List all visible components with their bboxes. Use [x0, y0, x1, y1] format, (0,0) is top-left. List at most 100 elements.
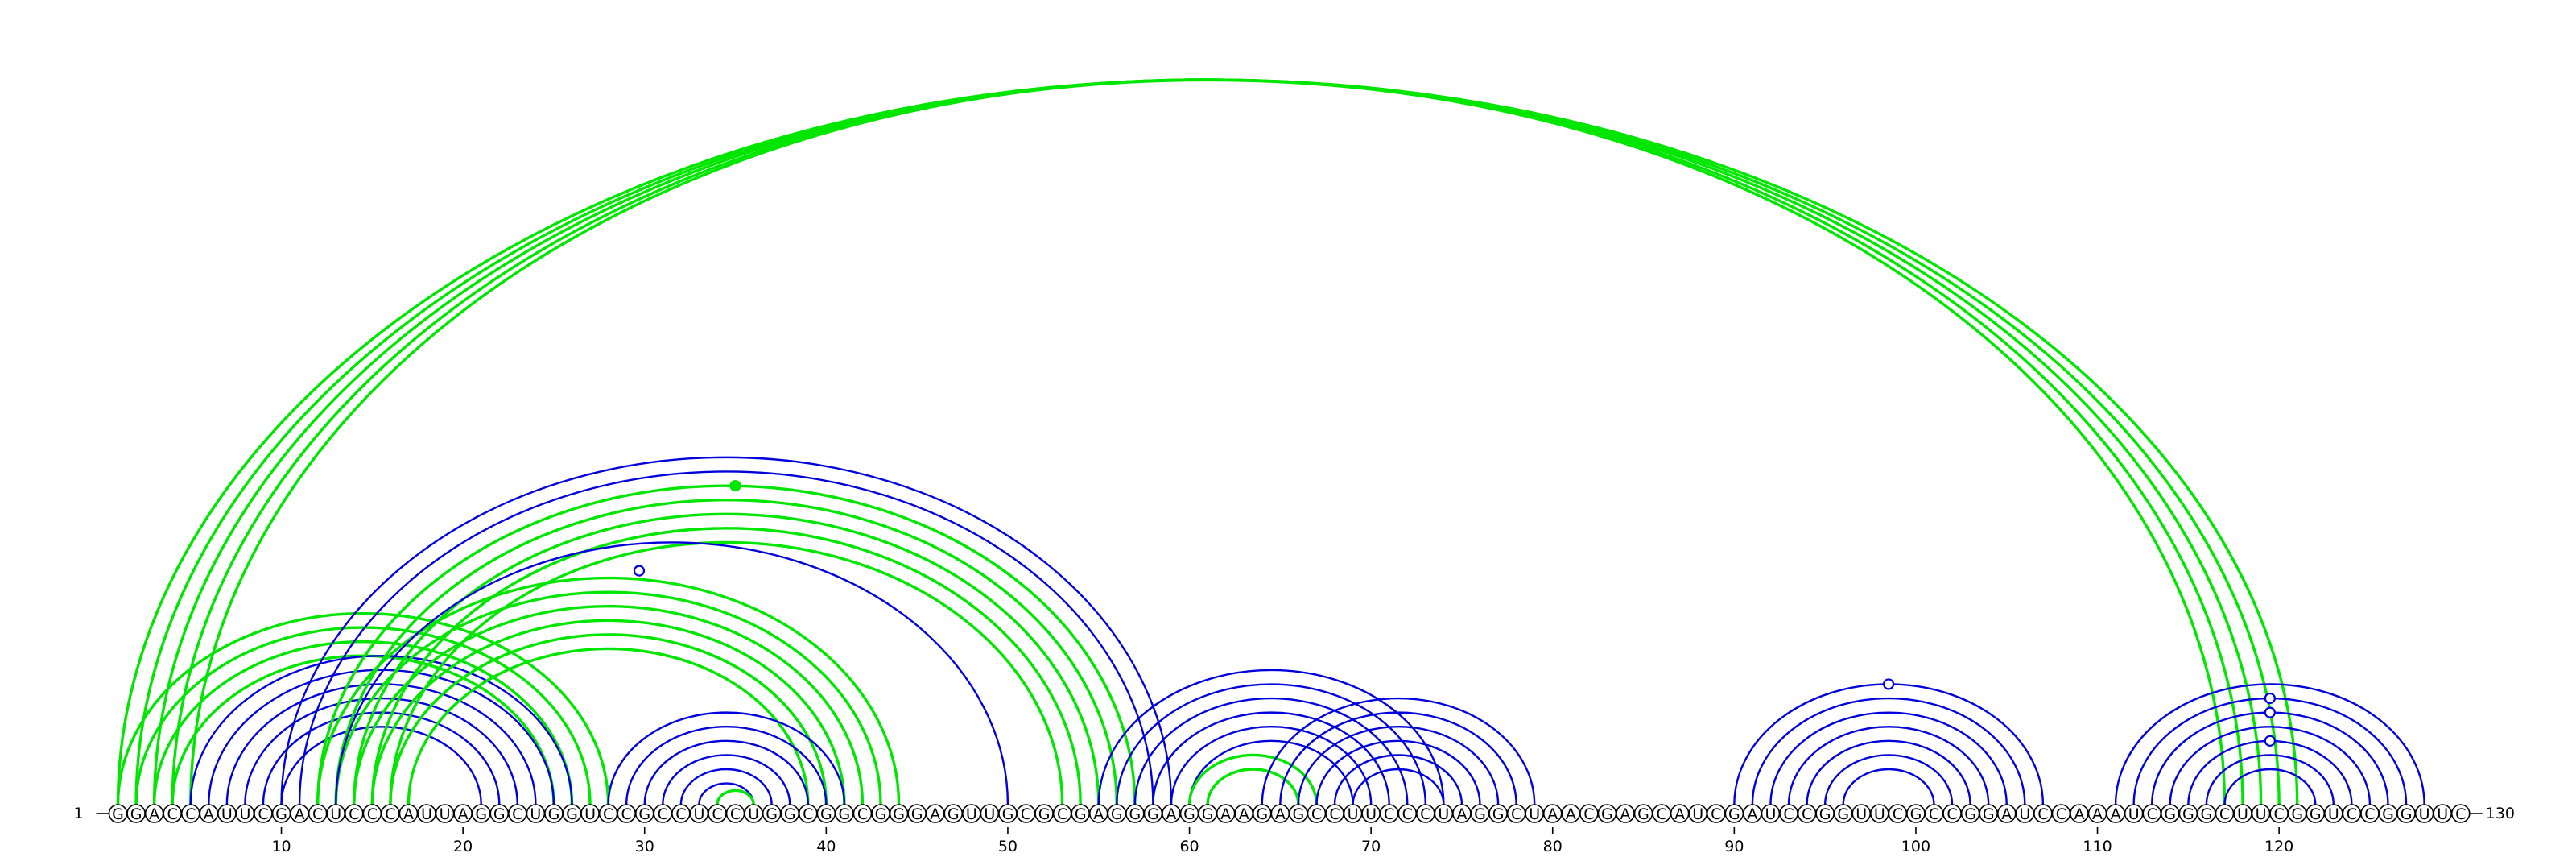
nucleotide-letter: A	[1620, 805, 1630, 823]
blue-arc-117-122	[2224, 769, 2315, 805]
nucleotide-letter: A	[403, 805, 414, 823]
nucleotide: C	[1307, 805, 1325, 823]
nucleotide-letter: G	[1183, 805, 1195, 823]
nucleotide: C	[182, 805, 200, 823]
nucleotide: C	[1926, 805, 1943, 823]
nucleotide: C	[2052, 805, 2070, 823]
nucleotide-letter: G	[1075, 805, 1087, 823]
nucleotide-letter: C	[1893, 805, 1903, 823]
nucleotide: G	[2161, 805, 2179, 823]
nucleotide-letter: A	[1456, 805, 1467, 823]
blue-arc-96-101	[1843, 769, 1934, 805]
nucleotide: G	[2289, 805, 2306, 823]
nucleotide: G	[944, 805, 962, 823]
nucleotide: G	[1635, 805, 1653, 823]
sequence-end-label: 130	[2486, 805, 2515, 822]
nucleotide: U	[526, 805, 544, 823]
nucleotide-letter: G	[1129, 805, 1141, 823]
nucleotide-letter: G	[275, 805, 287, 823]
nucleotide-letter: C	[2364, 805, 2375, 823]
nucleotide: G	[1962, 805, 1979, 823]
blue-arc-115-124	[2188, 741, 2351, 805]
nucleotide-letter: G	[1637, 805, 1649, 823]
nucleotide: C	[1780, 805, 1798, 823]
nucleotide: G	[2397, 805, 2415, 823]
nucleotide-letter: G	[1837, 805, 1849, 823]
nucleotide: C	[1943, 805, 1961, 823]
nucleotide-letter: G	[820, 805, 832, 823]
nucleotide: U	[1435, 805, 1452, 823]
nucleotide: G	[890, 805, 908, 823]
nucleotide: U	[1344, 805, 1362, 823]
nucleotide: G	[817, 805, 835, 823]
nucleotide: C	[1707, 805, 1725, 823]
nucleotide-letter: C	[349, 805, 359, 823]
nucleotide: C	[1580, 805, 1598, 823]
nucleotide-letter: A	[1547, 805, 1558, 823]
nucleotide-letter: G	[2310, 805, 2322, 823]
nucleotide-letter: U	[1529, 805, 1540, 823]
nucleotide: A	[1271, 805, 1289, 823]
nucleotide-letter: C	[1929, 805, 1939, 823]
nucleotide: U	[1761, 805, 1779, 823]
nucleotide-letter: G	[2291, 805, 2303, 823]
nucleotide-letter: G	[1819, 805, 1831, 823]
nucleotide: U	[581, 805, 599, 823]
nucleotide-letter: A	[149, 805, 159, 823]
nucleotide: U	[418, 805, 436, 823]
nucleotide: G	[109, 805, 127, 823]
base-pair-arcs	[118, 80, 2425, 805]
nucleotide-letter: C	[1783, 805, 1794, 823]
nucleotide: G	[127, 805, 145, 823]
nucleotide: A	[1616, 805, 1634, 823]
nucleotide-letter: C	[2037, 805, 2048, 823]
nucleotide-letter: G	[1002, 805, 1014, 823]
nucleotide-letter: G	[947, 805, 960, 823]
nucleotide-letter: A	[1166, 805, 1176, 823]
nucleotide: A	[1235, 805, 1253, 823]
nucleotide: A	[146, 805, 163, 823]
nucleotide: G	[545, 805, 563, 823]
nucleotide: A	[1671, 805, 1689, 823]
nucleotide-letter: U	[2237, 805, 2248, 823]
nucleotide: C	[1018, 805, 1035, 823]
nucleotide-letter: A	[1275, 805, 1286, 823]
nucleotide: G	[1907, 805, 1925, 823]
nucleotide-letter: G	[839, 805, 851, 823]
axis-tick-label: 80	[1543, 838, 1563, 855]
nucleotide: A	[1453, 805, 1471, 823]
nucleotide-letter: A	[1239, 805, 1249, 823]
nucleotide: G	[872, 805, 890, 823]
nucleotide-letter: G	[566, 805, 578, 823]
nucleotide-letter: C	[2056, 805, 2066, 823]
nucleotide: U	[1689, 805, 1707, 823]
nucleotide: G	[273, 805, 291, 823]
nucleotide: C	[1889, 805, 1906, 823]
nucleotide: G	[1144, 805, 1162, 823]
nucleotide-letter: C	[803, 805, 813, 823]
nucleotide-letter: C	[1711, 805, 1721, 823]
axis-tick-label: 70	[1361, 838, 1381, 855]
nucleotide: G	[2179, 805, 2197, 823]
nucleotide: G	[1725, 805, 1743, 823]
nucleotide-letter: A	[2074, 805, 2084, 823]
nucleotide: U	[218, 805, 236, 823]
nucleotide: A	[1744, 805, 1761, 823]
nucleotide-letter: A	[2001, 805, 2012, 823]
nucleotide-letter: A	[1747, 805, 1757, 823]
nucleotide-letter: U	[421, 805, 432, 823]
nucleotide-letter: C	[385, 805, 395, 823]
nucleotide: U	[236, 805, 254, 823]
nucleotide: A	[1217, 805, 1235, 823]
nucleotide: C	[672, 805, 690, 823]
nucleotide: C	[617, 805, 635, 823]
nucleotide-letter: G	[1492, 805, 1505, 823]
nucleotide-letter: C	[1329, 805, 1340, 823]
blue-arc-90-107	[1734, 684, 2043, 805]
nucleotide-letter: A	[1220, 805, 1231, 823]
nucleotide-letter: U	[748, 805, 759, 823]
nucleotide-letter: C	[185, 805, 196, 823]
nucleotide-letter: A	[930, 805, 940, 823]
nucleotide-letter: A	[458, 805, 469, 823]
nucleotide-letter: G	[1983, 805, 1995, 823]
